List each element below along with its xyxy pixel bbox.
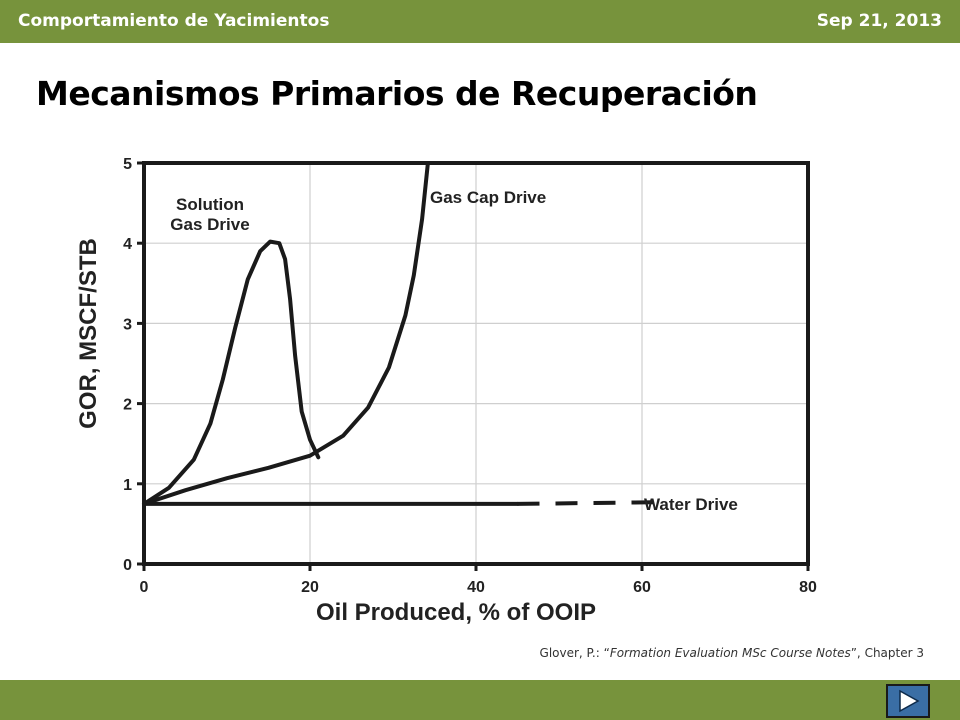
citation-title: Formation Evaluation MSc Course Notes (609, 646, 851, 660)
x-axis-label: Oil Produced, % of OOIP (316, 599, 596, 626)
series-line-solution-gas-drive (142, 239, 321, 506)
series-line-gas-cap-drive (142, 161, 430, 506)
x-tick-label: 0 (140, 579, 149, 596)
slide-date: Sep 21, 2013 (816, 11, 942, 31)
footer-bar (0, 680, 960, 720)
chart-series (142, 161, 659, 506)
series-label-water-drive: Water Drive (644, 495, 738, 514)
y-tick-label: 4 (123, 236, 132, 253)
play-triangle-icon (899, 689, 920, 713)
series-label-gas-cap-drive: Gas Cap Drive (430, 188, 546, 207)
slide-title: Mecanismos Primarios de Recuperación (36, 74, 758, 113)
citation-chapter: ”, Chapter 3 (850, 646, 924, 660)
y-tick-label: 5 (123, 156, 132, 173)
series-label-solution-gas-drive: Solution Gas Drive (170, 195, 249, 234)
y-tick-label: 2 (123, 397, 132, 414)
next-slide-button[interactable] (886, 684, 930, 718)
series-line-water-drive-dashed (517, 500, 659, 506)
chart-labels: Oil Produced, % of OOIP GOR, MSCF/STB Solu… (75, 188, 738, 626)
citation-author: Glover, P.: “ (539, 646, 610, 660)
y-tick-label: 1 (123, 477, 132, 494)
x-tick-label: 40 (467, 579, 485, 596)
chart-axes: 0 1 2 3 4 5 0 20 40 60 80 (123, 156, 817, 596)
citation: Glover, P.: “Formation Evaluation MSc Co… (540, 646, 924, 660)
y-tick-label: 3 (123, 316, 132, 333)
header-bar: Comportamiento de Yacimientos Sep 21, 20… (0, 0, 960, 43)
x-tick-label: 20 (301, 579, 319, 596)
gor-chart: 0 1 2 3 4 5 0 20 40 60 80 Oil Produced, % of OOIP G… (75, 156, 817, 626)
course-title: Comportamiento de Yacimientos (18, 11, 330, 31)
x-tick-label: 80 (799, 579, 817, 596)
x-tick-label: 60 (633, 579, 651, 596)
y-tick-label: 0 (123, 557, 132, 574)
y-axis-label: GOR, MSCF/STB (75, 238, 102, 429)
